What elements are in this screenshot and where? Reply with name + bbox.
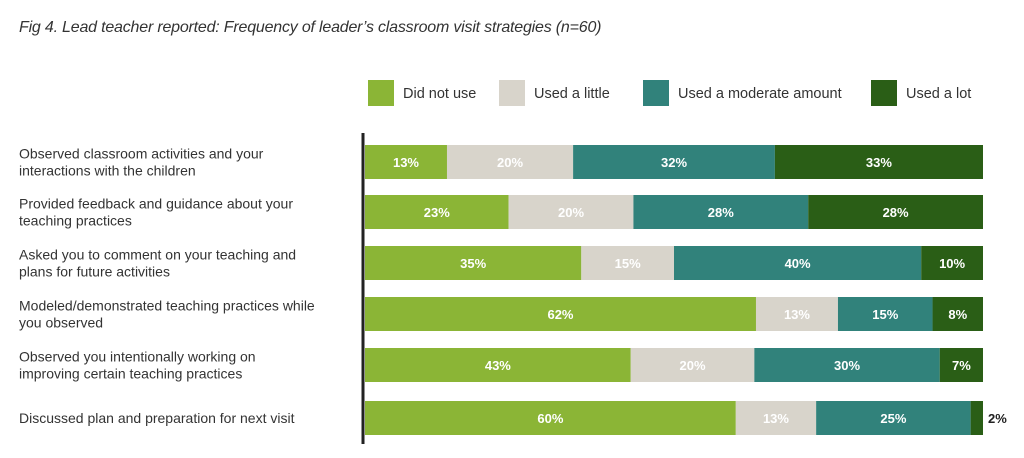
data-label-row5-series4: 7% bbox=[952, 358, 971, 373]
legend-label-3: Used a moderate amount bbox=[678, 86, 842, 102]
bar-segment-row2-series1 bbox=[365, 195, 509, 229]
legend-swatch-4 bbox=[871, 80, 897, 106]
data-label-row2-series4: 28% bbox=[883, 205, 909, 220]
bar-segment-row6-series3 bbox=[816, 401, 971, 435]
bar-segment-row2-series2 bbox=[508, 195, 634, 229]
data-label-row1-series1: 13% bbox=[393, 155, 419, 170]
bar-segment-row5-series3 bbox=[754, 348, 940, 382]
bar-segment-row1-series1 bbox=[365, 145, 447, 179]
data-label-row1-series3: 32% bbox=[661, 155, 687, 170]
data-label-row1-series2: 20% bbox=[497, 155, 523, 170]
bar-segment-row4-series4 bbox=[932, 297, 983, 331]
category-label-2-line-1: Provided feedback and guidance about you… bbox=[19, 196, 293, 212]
category-labels: Observed classroom activities and yourin… bbox=[19, 146, 315, 427]
bars: 13% 20% 32% 33% 23% 20% 28% 28% 35% 15% 40% 10% 62% 1… bbox=[365, 145, 1007, 435]
category-label-1-line-1: Observed classroom activities and your bbox=[19, 146, 264, 162]
data-label-row1-series4: 33% bbox=[866, 155, 892, 170]
legend-label-1: Did not use bbox=[403, 86, 476, 102]
data-label-row3-series2: 15% bbox=[615, 256, 641, 271]
data-label-row2-series1: 23% bbox=[424, 205, 450, 220]
data-label-row6-series2: 13% bbox=[763, 411, 789, 426]
category-label-6-line-1: Discussed plan and preparation for next … bbox=[19, 410, 295, 426]
category-label-3-line-1: Asked you to comment on your teaching an… bbox=[19, 247, 296, 263]
legend-swatch-1 bbox=[368, 80, 394, 106]
category-label-4-line-2: you observed bbox=[19, 315, 103, 331]
data-label-row3-series1: 35% bbox=[460, 256, 486, 271]
bar-segment-row1-series4 bbox=[774, 145, 983, 179]
data-label-row4-series1: 62% bbox=[547, 307, 573, 322]
bar-segment-row1-series3 bbox=[573, 145, 775, 179]
legend-label-4: Used a lot bbox=[906, 86, 971, 102]
legend-swatch-2 bbox=[499, 80, 525, 106]
bar-segment-row3-series2 bbox=[581, 246, 674, 280]
bar-segment-row3-series3 bbox=[674, 246, 922, 280]
bar-segment-row6-series4 bbox=[970, 401, 983, 435]
bar-segment-row5-series2 bbox=[630, 348, 755, 382]
category-label-5-line-2: improving certain teaching practices bbox=[19, 366, 242, 382]
data-label-row5-series1: 43% bbox=[485, 358, 511, 373]
category-label-3-line-2: plans for future activities bbox=[19, 264, 170, 280]
data-label-row5-series2: 20% bbox=[680, 358, 706, 373]
chart-title: Fig 4. Lead teacher reported: Frequency … bbox=[19, 19, 602, 36]
category-label-4-line-1: Modeled/demonstrated teaching practices … bbox=[19, 298, 315, 314]
bar-segment-row4-series2 bbox=[755, 297, 838, 331]
category-label-5-line-1: Observed you intentionally working on bbox=[19, 349, 256, 365]
data-label-row6-series1: 60% bbox=[537, 411, 563, 426]
data-label-row2-series2: 20% bbox=[558, 205, 584, 220]
data-label-row4-series4: 8% bbox=[948, 307, 967, 322]
category-label-2-line-2: teaching practices bbox=[19, 213, 132, 229]
bar-segment-row3-series1 bbox=[365, 246, 582, 280]
data-label-row2-series3: 28% bbox=[708, 205, 734, 220]
data-label-row4-series3: 15% bbox=[872, 307, 898, 322]
legend-label-2: Used a little bbox=[534, 86, 610, 102]
legend: Did not use Used a little Used a moderate … bbox=[368, 80, 971, 106]
bar-segment-row1-series2 bbox=[446, 145, 574, 179]
bar-segment-row3-series4 bbox=[921, 246, 983, 280]
bar-segment-row4-series3 bbox=[837, 297, 933, 331]
data-label-row3-series4: 10% bbox=[939, 256, 965, 271]
data-label-row4-series2: 13% bbox=[784, 307, 810, 322]
data-label-row6-series3: 25% bbox=[880, 411, 906, 426]
bar-segment-row5-series1 bbox=[365, 348, 631, 382]
bar-segment-row2-series4 bbox=[808, 195, 983, 229]
bar-segment-row2-series3 bbox=[633, 195, 809, 229]
bar-segment-row4-series1 bbox=[365, 297, 756, 331]
data-label-row6-series4: 2% bbox=[988, 411, 1007, 426]
bar-segment-row5-series4 bbox=[939, 348, 983, 382]
category-label-1-line-2: interactions with the children bbox=[19, 163, 196, 179]
legend-swatch-3 bbox=[643, 80, 669, 106]
data-label-row3-series3: 40% bbox=[785, 256, 811, 271]
bar-segment-row6-series2 bbox=[735, 401, 817, 435]
data-label-row5-series3: 30% bbox=[834, 358, 860, 373]
bar-segment-row6-series1 bbox=[365, 401, 736, 435]
